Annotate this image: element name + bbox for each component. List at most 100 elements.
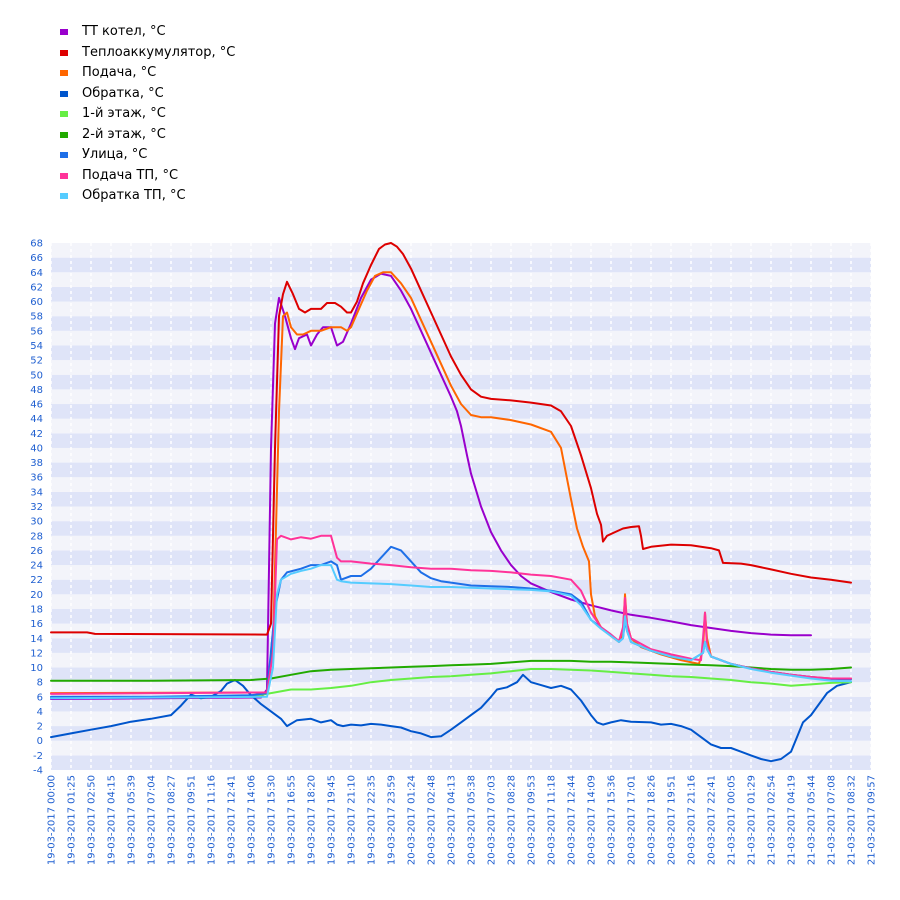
y-tick-label: 10	[30, 663, 43, 674]
legend-label: Подача, °C	[82, 65, 157, 80]
series-line	[50, 534, 852, 695]
x-tick-label: 20-03-2017 21:16	[687, 775, 698, 865]
grid-band	[51, 535, 871, 551]
grid-band	[51, 740, 871, 756]
x-tick-label: 21-03-2017 08:32	[847, 775, 858, 865]
grid-band	[51, 330, 871, 346]
grid-band	[51, 638, 871, 653]
x-tick-label: 20-03-2017 18:26	[647, 775, 658, 865]
y-tick-label: 64	[30, 268, 43, 279]
grid-band	[51, 755, 871, 770]
x-tick-label: 20-03-2017 09:53	[527, 775, 538, 865]
x-tick-label: 20-03-2017 04:13	[447, 775, 458, 865]
y-tick-label: 24	[30, 561, 43, 572]
legend-label: Теплоаккумулятор, °C	[82, 44, 236, 60]
x-tick-label: 19-03-2017 18:20	[307, 775, 318, 865]
legend-swatch	[60, 172, 68, 179]
y-tick-label: 66	[30, 253, 43, 264]
x-tick-label: 19-03-2017 08:27	[167, 775, 178, 865]
x-tick-label: 20-03-2017 14:09	[587, 775, 598, 865]
y-tick-label: 42	[30, 429, 43, 440]
x-tick-label: 19-03-2017 07:04	[147, 775, 158, 865]
legend-swatch	[60, 111, 68, 117]
x-tick-label: 19-03-2017 11:16	[207, 775, 218, 865]
y-tick-label: 36	[30, 473, 43, 484]
y-tick-label: 56	[30, 326, 43, 337]
legend-swatch	[60, 152, 68, 158]
grid-band	[51, 565, 871, 580]
grid-band	[51, 550, 871, 566]
y-tick-label: 22	[30, 575, 43, 586]
grid-band	[51, 608, 871, 624]
x-tick-label: 19-03-2017 15:30	[267, 775, 278, 865]
grid-band	[51, 594, 871, 609]
x-tick-label: 19-03-2017 09:51	[187, 775, 198, 865]
y-tick-label: 12	[30, 648, 43, 659]
x-tick-label: 21-03-2017 04:19	[787, 775, 798, 865]
y-tick-label: 58	[30, 312, 43, 323]
x-tick-label: 21-03-2017 02:54	[767, 775, 778, 865]
series-line	[50, 272, 812, 700]
y-tick-label: 2	[37, 722, 43, 733]
grid-band	[51, 682, 871, 697]
grid-bands	[51, 243, 871, 770]
y-tick-label: 68	[30, 239, 43, 250]
y-tick-label: 0	[37, 736, 43, 747]
x-tick-label: 21-03-2017 07:08	[827, 775, 838, 865]
x-tick-label: 21-03-2017 00:05	[727, 775, 738, 865]
y-tick-label: 34	[30, 487, 43, 498]
y-tick-label: 14	[30, 634, 43, 645]
series-line	[50, 242, 852, 636]
y-tick-label: 62	[30, 282, 43, 293]
legend-swatch	[60, 70, 68, 76]
grid-band	[51, 243, 871, 258]
y-axis: -4-2024681012141618202224262830323436384…	[30, 239, 43, 777]
y-tick-label: 8	[37, 678, 43, 689]
legend-swatch	[60, 49, 68, 56]
y-tick-label: 48	[30, 385, 43, 396]
y-tick-label: 28	[30, 531, 43, 542]
x-tick-label: 21-03-2017 05:44	[807, 775, 818, 865]
x-tick-label: 19-03-2017 21:10	[347, 775, 358, 865]
legend-swatch	[60, 193, 68, 199]
y-tick-label: 20	[30, 590, 43, 601]
legend-swatch	[60, 131, 68, 138]
y-tick-label: 26	[30, 546, 43, 557]
y-tick-label: 44	[30, 414, 43, 425]
grid-band	[51, 374, 871, 390]
x-tick-label: 19-03-2017 04:15	[107, 775, 118, 865]
grid-band	[51, 623, 871, 639]
x-tick-label: 19-03-2017 16:55	[287, 775, 298, 865]
grid-band	[51, 286, 871, 302]
y-tick-label: 4	[37, 707, 43, 718]
x-tick-label: 19-03-2017 05:39	[127, 775, 138, 865]
y-tick-label: -4	[33, 766, 43, 777]
grid-band	[51, 433, 871, 448]
grid-band	[51, 345, 871, 361]
grid-band	[51, 447, 871, 463]
y-tick-label: 46	[30, 400, 43, 411]
legend-label: 1-й этаж, °C	[82, 106, 166, 121]
x-tick-label: 19-03-2017 00:00	[47, 775, 58, 865]
series-line	[50, 564, 852, 700]
grid-band	[51, 257, 871, 273]
x-tick-label: 19-03-2017 12:41	[227, 775, 238, 865]
x-tick-label: 19-03-2017 14:06	[247, 775, 258, 865]
grid-band	[51, 360, 871, 375]
grid-band	[51, 316, 871, 331]
legend-swatch	[60, 29, 68, 35]
x-tick-label: 19-03-2017 02:50	[87, 775, 98, 865]
y-tick-label: 38	[30, 458, 43, 469]
grid-band	[51, 711, 871, 727]
y-tick-label: 50	[30, 370, 43, 381]
legend-label: Улица, °C	[82, 147, 148, 162]
series-line	[50, 668, 852, 699]
x-tick-label: 20-03-2017 12:44	[567, 775, 578, 865]
y-tick-label: 18	[30, 604, 43, 615]
series-lines	[50, 242, 852, 763]
grid-band	[51, 301, 871, 317]
y-tick-label: 52	[30, 356, 43, 367]
y-tick-label: 32	[30, 502, 43, 513]
y-tick-label: 54	[30, 341, 43, 352]
